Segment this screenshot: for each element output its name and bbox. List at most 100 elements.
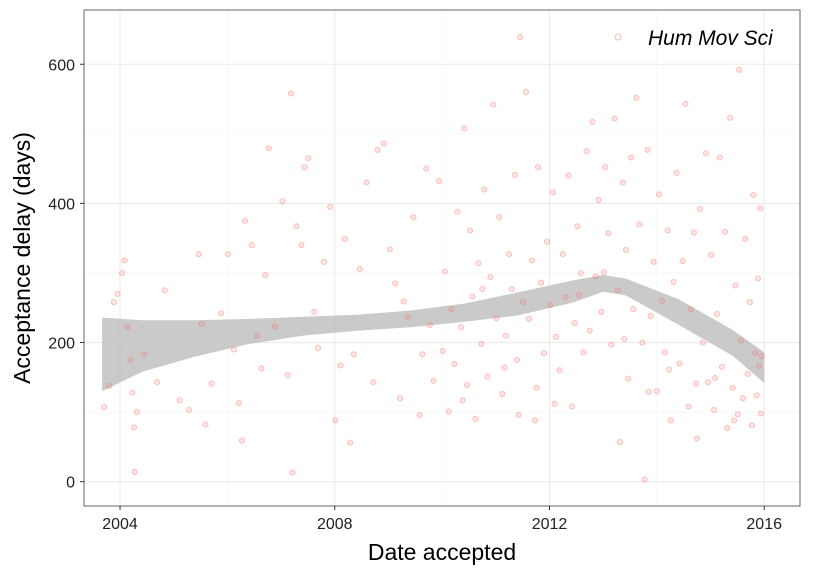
data-point [124, 324, 131, 331]
legend: Hum Mov Sci [614, 27, 774, 50]
data-point [724, 425, 731, 432]
data-point [667, 417, 674, 424]
data-point [363, 179, 370, 186]
x-tick-label: 2004 [102, 516, 138, 533]
data-point [571, 319, 578, 327]
data-point [400, 298, 407, 305]
data-point [451, 361, 458, 368]
data-point [315, 345, 322, 352]
data-point [600, 269, 607, 276]
data-point [522, 89, 530, 96]
data-point [734, 411, 741, 418]
data-point [655, 191, 662, 198]
data-point [289, 469, 296, 476]
points-layer [101, 34, 765, 483]
data-point [419, 351, 426, 358]
data-point [551, 400, 558, 407]
data-point [754, 275, 762, 282]
data-point [586, 327, 593, 334]
data-point [529, 257, 536, 264]
data-point [370, 379, 377, 386]
data-point [410, 214, 417, 221]
data-point [195, 251, 202, 258]
data-point [337, 362, 344, 369]
data-point [129, 389, 136, 396]
data-point [666, 366, 673, 373]
data-point [461, 125, 468, 132]
data-point [519, 299, 527, 306]
data-point [708, 251, 715, 258]
data-point [647, 313, 654, 320]
data-point [320, 258, 328, 265]
data-point [758, 353, 765, 360]
data-point [525, 315, 533, 322]
data-point [636, 221, 643, 228]
data-point [293, 223, 300, 230]
data-point [736, 66, 743, 73]
data-point [696, 205, 703, 213]
data-point [439, 347, 446, 354]
data-point [496, 214, 503, 221]
data-point [448, 306, 455, 313]
data-point [753, 392, 760, 399]
data-point [515, 411, 522, 418]
data-point [279, 198, 286, 205]
data-point [301, 164, 308, 171]
data-point [284, 372, 291, 379]
data-point [505, 251, 513, 258]
data-point [716, 154, 723, 161]
data-point [416, 411, 423, 418]
data-point [556, 367, 563, 374]
data-point [577, 269, 584, 277]
data-point [685, 403, 692, 410]
data-point [454, 208, 461, 215]
data-point [621, 335, 628, 343]
data-point [592, 273, 599, 280]
data-point [553, 333, 560, 341]
data-point [532, 417, 539, 424]
data-point [298, 242, 305, 249]
smooth-confidence-ribbon [102, 275, 765, 392]
data-point [699, 339, 706, 346]
data-point [580, 349, 587, 356]
x-axis-title: Date accepted [368, 539, 516, 565]
data-point [513, 356, 521, 363]
data-point [218, 310, 225, 317]
x-tick-label: 2016 [746, 516, 782, 533]
data-point [540, 349, 548, 357]
data-point [641, 476, 648, 483]
y-tick-label: 200 [48, 336, 75, 353]
data-point [755, 363, 762, 370]
data-point [106, 382, 113, 389]
data-point [253, 332, 260, 339]
data-point [718, 363, 726, 370]
data-point [633, 94, 640, 101]
data-point [271, 323, 278, 330]
data-point [176, 397, 183, 404]
data-point [645, 388, 652, 395]
data-point [611, 115, 618, 122]
y-tick-label: 400 [48, 196, 75, 213]
plot-border [83, 9, 801, 507]
data-point [441, 268, 448, 275]
data-point [386, 246, 393, 253]
data-point [673, 169, 680, 176]
data-point [682, 100, 689, 107]
data-point [459, 397, 466, 404]
data-point [288, 90, 295, 97]
data-point [248, 242, 255, 249]
data-point [712, 374, 719, 382]
data-point [202, 421, 209, 428]
data-point [475, 260, 482, 267]
data-point [744, 370, 751, 377]
data-point [704, 379, 712, 386]
data-point [676, 360, 683, 367]
data-point [752, 349, 759, 357]
data-point [490, 101, 497, 108]
data-point [742, 235, 749, 242]
data-point [305, 155, 312, 162]
data-point [265, 145, 272, 152]
y-axis-title: Acceptance delay (days) [9, 132, 35, 384]
y-tick-label: 600 [48, 57, 75, 74]
data-point [258, 365, 265, 372]
